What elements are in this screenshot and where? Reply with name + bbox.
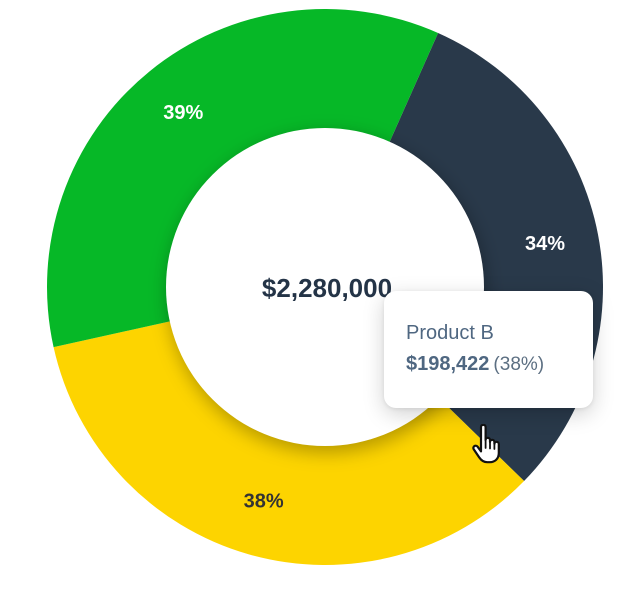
slice-labels: 34% 38% 39% xyxy=(163,102,565,513)
tooltip-value-line: $198,422 (38%) xyxy=(406,351,593,379)
slice-label-1: 34% xyxy=(525,233,565,255)
slice-label-2: 38% xyxy=(244,491,284,513)
tooltip-title: Product B xyxy=(406,322,494,344)
center-total: $2,280,000 xyxy=(262,273,392,303)
tooltip-value: $198,422 xyxy=(406,353,490,375)
tooltip: Product B $198,422 (38%) xyxy=(384,291,593,408)
hand-pointer-icon xyxy=(472,424,500,464)
slice-label-3: 39% xyxy=(163,102,203,124)
tooltip-percent: (38%) xyxy=(493,354,545,375)
